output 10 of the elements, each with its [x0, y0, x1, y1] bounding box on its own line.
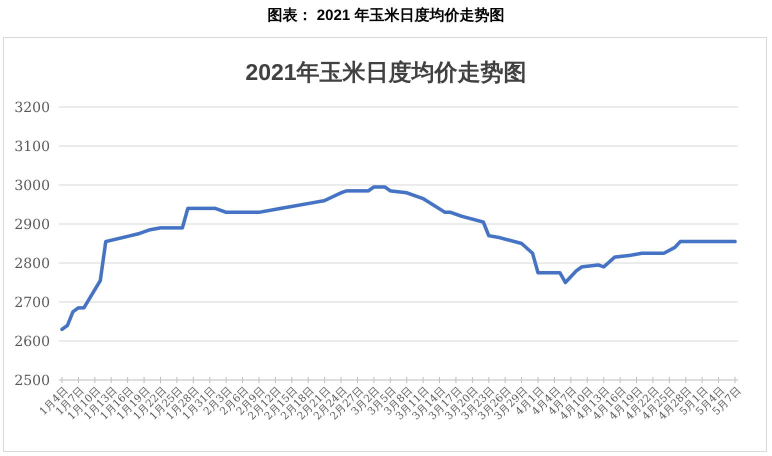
y-tick-label: 2500	[14, 372, 50, 389]
y-tick-label: 2700	[14, 294, 50, 311]
y-tick-label: 3100	[14, 138, 50, 155]
y-tick-label: 2900	[14, 216, 50, 233]
chart-title: 2021年玉米日度均价走势图	[245, 59, 527, 85]
y-tick-label: 2800	[14, 256, 50, 272]
text: 图表： 2021 年玉米日度均价走势图	[268, 6, 504, 24]
y-tick-label: 3200	[14, 100, 50, 116]
y-tick-label: 2600	[14, 334, 50, 350]
y-tick-label: 3000	[14, 178, 50, 194]
